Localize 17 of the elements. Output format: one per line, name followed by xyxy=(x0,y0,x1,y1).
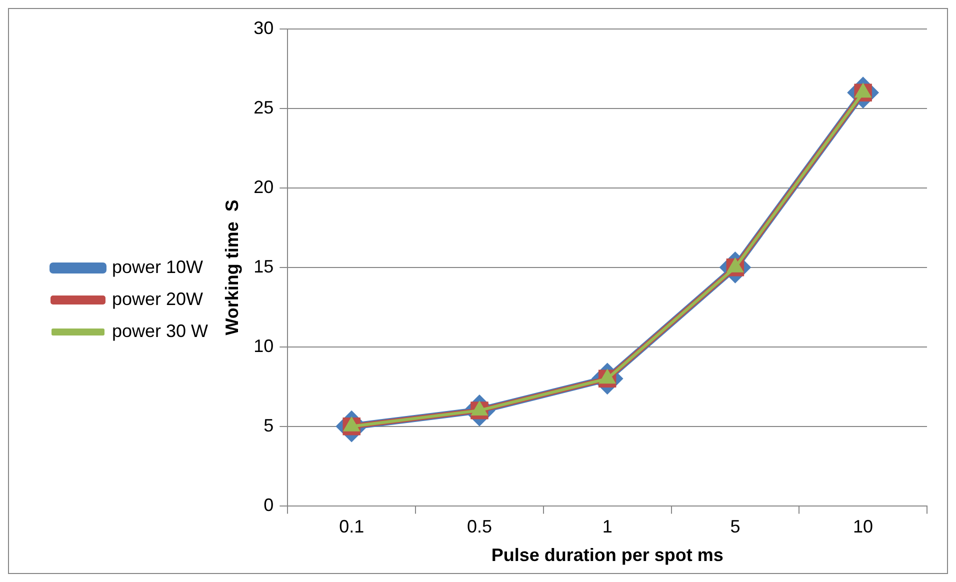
y-tick-label: 25 xyxy=(254,97,274,118)
x-axis-title: Pulse duration per spot ms xyxy=(491,545,724,566)
y-tick-label: 15 xyxy=(254,256,274,276)
x-tick-label: 0.5 xyxy=(466,516,492,537)
y-tick-label: 0 xyxy=(264,494,274,515)
legend-label: power 30 W xyxy=(112,320,208,341)
legend-label: power 10W xyxy=(112,256,204,277)
x-tick-label: 10 xyxy=(853,516,874,537)
x-tick-label: 1 xyxy=(602,516,612,537)
x-tick-label: 5 xyxy=(730,516,740,537)
y-tick-label: 20 xyxy=(254,176,274,197)
x-tick-label: 0.1 xyxy=(339,516,364,537)
y-tick-label: 10 xyxy=(254,336,274,356)
y-tick-label: 5 xyxy=(264,415,274,436)
y-axis-title: Working time S xyxy=(222,200,242,336)
y-tick-label: 30 xyxy=(254,18,274,38)
legend-label: power 20W xyxy=(112,288,204,309)
